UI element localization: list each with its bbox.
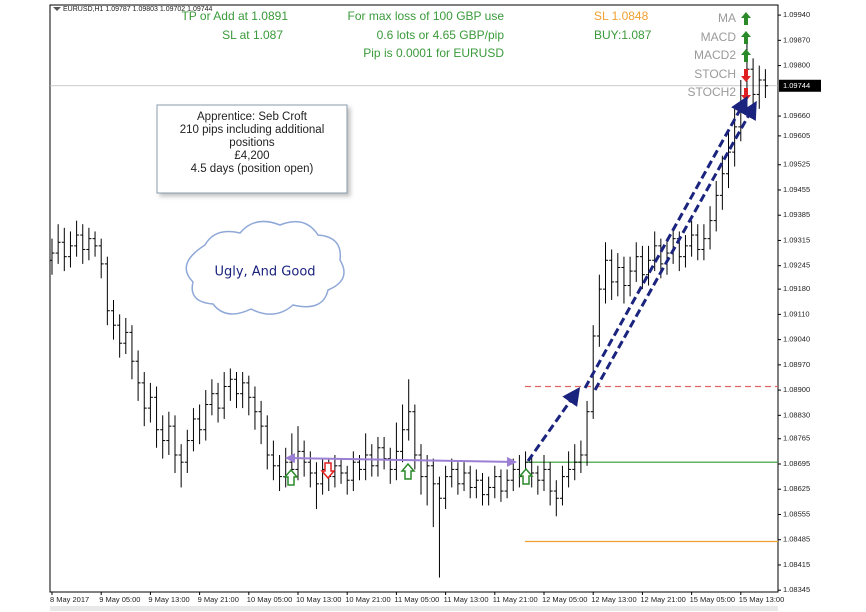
annotation: SL 1.0848 (594, 9, 649, 23)
y-tick-label: 1.09660 (783, 111, 810, 120)
y-tick-label: 1.09870 (783, 35, 810, 44)
y-tick-label: 1.08695 (783, 459, 810, 468)
range-arrow (285, 453, 517, 467)
annotation: SL at 1.087 (222, 28, 283, 42)
y-tick-label: 1.08345 (783, 585, 810, 594)
x-tick-label: 9 May 13:00 (148, 595, 189, 604)
x-tick-label: 9 May 21:00 (198, 595, 239, 604)
x-tick-label: 15 May 05:00 (690, 595, 735, 604)
y-tick-label: 1.08900 (783, 385, 810, 394)
x-tick-label: 10 May 13:00 (296, 595, 341, 604)
y-tick-label: 1.09110 (783, 309, 810, 318)
cloud (185, 220, 345, 315)
x-tick-label: 12 May 21:00 (640, 595, 685, 604)
y-tick-label: 1.08765 (783, 434, 810, 443)
indicator-label: STOCH2 (688, 85, 737, 99)
y-tick-label: 1.09385 (783, 210, 810, 219)
y-tick-label: 1.09180 (783, 284, 810, 293)
info-line: Apprentice: Seb Croft (197, 111, 308, 123)
y-tick-label: 1.08485 (783, 535, 810, 544)
scrollbar (50, 606, 778, 611)
x-tick-label: 11 May 05:00 (394, 595, 439, 604)
y-tick-label: 1.09040 (783, 335, 810, 344)
trend-arrow (526, 387, 581, 462)
last-price-box (779, 79, 821, 92)
info-line: positions (229, 137, 275, 149)
x-tick-label: 12 May 13:00 (591, 595, 636, 604)
x-tick-label: 11 May 21:00 (493, 595, 538, 604)
trend-arrow (583, 95, 748, 389)
indicator-label: MACD2 (694, 48, 736, 62)
y-tick-label: 1.08555 (783, 509, 810, 518)
x-tick-label: 11 May 13:00 (444, 595, 489, 604)
symbol-icon (53, 7, 61, 11)
info-line: 210 pips including additional (180, 124, 325, 136)
bars-layer (49, 36, 768, 578)
info-line: £4,200 (234, 150, 269, 162)
annotation: 0.6 lots or 4.65 GBP/pip (377, 28, 505, 42)
indicator-label: MA (718, 11, 736, 25)
y-tick-label: 1.09800 (783, 61, 810, 70)
trade-arrows (283, 462, 534, 486)
indicator-label: MACD (701, 30, 737, 44)
header: EURUSD,H1 1.09787 1.09803 1.09702 1.0974… (63, 6, 213, 13)
x-tick-label: 10 May 21:00 (345, 595, 390, 604)
y-tick-label: 1.09315 (783, 235, 810, 244)
y-tick-label: 1.09525 (783, 160, 810, 169)
cloud-text: Ugly, And Good (214, 265, 315, 280)
info-box (156, 104, 348, 194)
y-tick-label: 1.08415 (783, 560, 810, 569)
y-tick-label: 1.08970 (783, 360, 810, 369)
x-tick-label: 8 May 2017 (50, 595, 89, 604)
x-tick-label: 10 May 05:00 (247, 595, 292, 604)
annotation: TP or Add at 1.0891 (181, 9, 288, 23)
axis-layer: 1.09940 1.09870 1.09800 1.09660 1.09605 1.095… (50, 10, 821, 604)
y-tick-label: 1.09245 (783, 261, 810, 270)
annotation: BUY:1.087 (594, 28, 652, 42)
y-tick-label: 1.08625 (783, 484, 810, 493)
lines-layer (50, 85, 778, 543)
plot-frame (49, 4, 779, 593)
info-line: 4.5 days (position open) (191, 163, 314, 175)
y-tick-label: 1.09940 (783, 10, 810, 19)
trend-arrow (593, 100, 757, 391)
x-tick-label: 15 May 13:00 (739, 595, 784, 604)
annotation: For max loss of 100 GBP use (347, 9, 504, 23)
x-tick-label: 12 May 05:00 (542, 595, 587, 604)
y-tick-label: 1.09455 (783, 185, 810, 194)
last-price-label: 1.09744 (783, 81, 810, 90)
x-tick-label: 9 May 05:00 (99, 595, 140, 604)
indicator-label: STOCH (694, 67, 736, 81)
y-tick-label: 1.09605 (783, 131, 810, 140)
annotation: Pip is 0.0001 for EURUSD (363, 46, 504, 60)
y-tick-label: 1.08830 (783, 410, 810, 419)
